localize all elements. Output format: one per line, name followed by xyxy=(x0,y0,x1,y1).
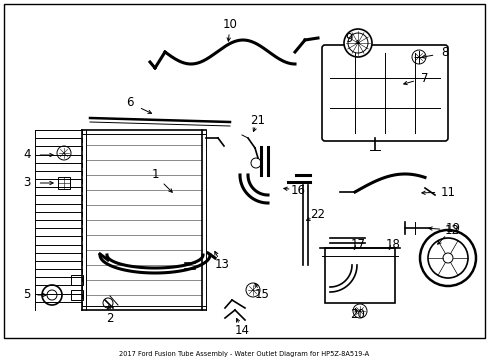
Bar xyxy=(325,248,394,303)
Circle shape xyxy=(352,304,366,318)
Text: 13: 13 xyxy=(214,258,229,271)
Circle shape xyxy=(57,146,71,160)
Circle shape xyxy=(347,33,367,53)
Circle shape xyxy=(250,158,261,168)
Text: 8: 8 xyxy=(440,46,448,59)
Circle shape xyxy=(103,298,113,308)
Text: 1: 1 xyxy=(151,168,159,181)
Text: 15: 15 xyxy=(254,288,269,302)
Text: 9: 9 xyxy=(345,31,352,45)
Text: 2017 Ford Fusion Tube Assembly - Water Outlet Diagram for HP5Z-8A519-A: 2017 Ford Fusion Tube Assembly - Water O… xyxy=(119,351,369,357)
Text: 21: 21 xyxy=(250,113,265,126)
Text: 11: 11 xyxy=(440,185,454,198)
Text: 3: 3 xyxy=(23,176,31,189)
Text: 5: 5 xyxy=(23,288,31,302)
Text: 2: 2 xyxy=(106,311,114,324)
Bar xyxy=(58,177,70,189)
Text: 17: 17 xyxy=(350,238,365,252)
Circle shape xyxy=(411,50,425,64)
Text: 7: 7 xyxy=(420,72,428,85)
FancyBboxPatch shape xyxy=(321,45,447,141)
Text: 12: 12 xyxy=(444,224,459,237)
Text: 6: 6 xyxy=(126,96,134,109)
Text: 22: 22 xyxy=(310,208,325,221)
Text: 19: 19 xyxy=(445,221,460,234)
Bar xyxy=(71,275,83,285)
Text: 10: 10 xyxy=(222,18,237,31)
Text: 16: 16 xyxy=(290,184,305,197)
Text: 20: 20 xyxy=(350,309,365,321)
Bar xyxy=(71,290,83,300)
Text: 14: 14 xyxy=(234,324,249,337)
Circle shape xyxy=(42,285,62,305)
Circle shape xyxy=(245,283,260,297)
Text: 18: 18 xyxy=(385,238,400,252)
Circle shape xyxy=(47,290,57,300)
Circle shape xyxy=(343,29,371,57)
Circle shape xyxy=(442,253,452,263)
Circle shape xyxy=(419,230,475,286)
Circle shape xyxy=(427,238,467,278)
Text: 4: 4 xyxy=(23,148,31,162)
